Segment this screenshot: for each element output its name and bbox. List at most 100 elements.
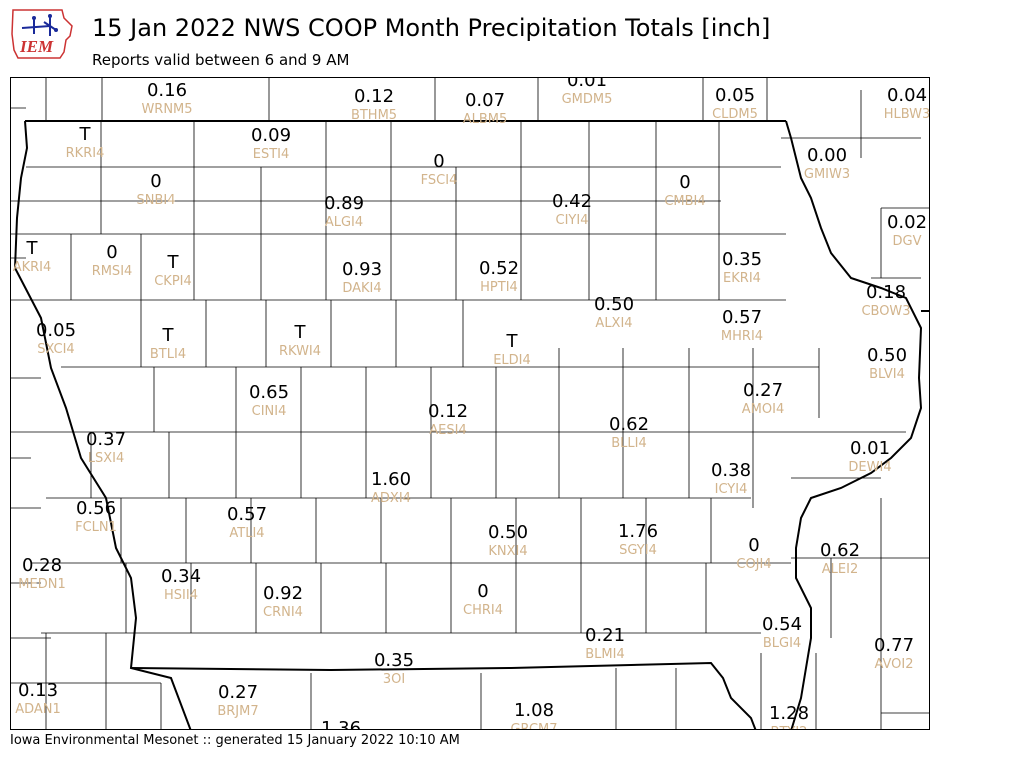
station-id: SXCI4	[37, 342, 74, 357]
station-value: 0.57	[722, 307, 762, 328]
station-value: T	[167, 252, 180, 273]
station-value: T	[294, 322, 307, 343]
station-id: ESTI4	[253, 147, 290, 162]
station-id: BLLI4	[611, 436, 647, 451]
footer-credit: Iowa Environmental Mesonet :: generated …	[10, 733, 460, 748]
station-id: RKRI4	[66, 146, 105, 161]
station-value: 0.07	[465, 90, 505, 111]
station-id: BLVI4	[869, 367, 905, 382]
station-value: 0.12	[428, 401, 468, 422]
station-value: 0.01	[850, 438, 890, 459]
station-value: 0.05	[36, 320, 76, 341]
station-value: 0.65	[249, 382, 289, 403]
station-value: 0.27	[218, 682, 258, 703]
logo-text: IEM	[19, 37, 54, 56]
map-area: 0.16 WRNM5 0.12 BTHM5 0.07 ALBM5 0.01 GMDM5 0.05…	[10, 77, 930, 730]
station-value: T	[162, 325, 175, 346]
station-id: MHRI4	[721, 329, 763, 344]
station-value: 0.35	[374, 650, 414, 671]
station-id: KNXI4	[488, 544, 527, 559]
station-value: 0	[150, 171, 161, 192]
station-value: 0.92	[263, 583, 303, 604]
station-id: BRJM7	[217, 704, 258, 719]
station-id: ALEI2	[822, 562, 858, 577]
station-id: BTHM5	[351, 108, 397, 123]
station-id: CKPI4	[154, 274, 192, 289]
station-id: SNBI4	[137, 193, 176, 208]
station-id: CLDM5	[712, 107, 758, 122]
station-value: 0.62	[820, 540, 860, 561]
station-value: 1.36	[321, 718, 361, 730]
station-value: 0.52	[479, 258, 519, 279]
station-id: AESI4	[429, 423, 466, 438]
station-id: AMOI4	[742, 402, 784, 417]
station-id: BTYI2	[771, 725, 808, 730]
station-value: 0	[748, 535, 759, 556]
station-label: 1.36	[321, 718, 361, 730]
station-value: T	[79, 124, 92, 145]
station-id: AKRI4	[13, 260, 52, 275]
station-value: T	[506, 331, 519, 352]
station-value: 0.35	[722, 249, 762, 270]
station-id: CHRI4	[463, 603, 503, 618]
station-id: CMBI4	[664, 194, 705, 209]
station-value: 0.50	[488, 522, 528, 543]
station-id: GRCM7	[510, 722, 557, 730]
station-value: 0.62	[609, 414, 649, 435]
station-id: GMDM5	[562, 92, 613, 107]
station-id: MEDN1	[18, 577, 65, 592]
station-id: HPTI4	[480, 280, 518, 295]
station-value: 0.50	[867, 345, 907, 366]
station-value: 0.56	[76, 498, 116, 519]
station-id: LSXI4	[88, 451, 125, 466]
station-id: 3OI	[383, 672, 405, 687]
station-value: 0.57	[227, 504, 267, 525]
station-value: T	[26, 238, 39, 259]
station-value: 0.04	[887, 85, 927, 106]
map-title: 15 Jan 2022 NWS COOP Month Precipitation…	[92, 14, 771, 42]
station-id: DAKI4	[342, 281, 381, 296]
station-value: 0.05	[715, 85, 755, 106]
station-value: 0.28	[22, 555, 62, 576]
station-id: AVOI2	[874, 657, 913, 672]
station-value: 0	[433, 151, 444, 172]
county-lines	[11, 78, 929, 729]
station-id: ICYI4	[715, 482, 748, 497]
